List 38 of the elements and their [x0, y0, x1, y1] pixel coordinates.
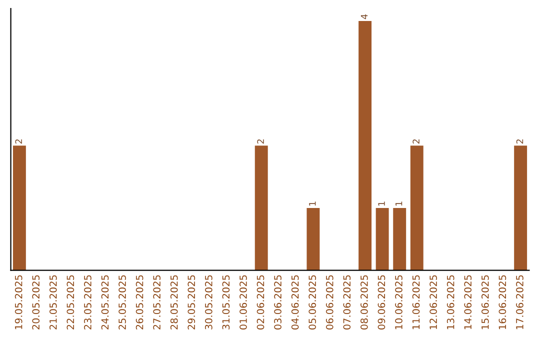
x-tick-label: 09.06.2025 — [378, 275, 386, 330]
x-tick-label: 19.05.2025 — [14, 275, 22, 330]
x-tick-label: 02.06.2025 — [256, 275, 264, 330]
x-tick-label: 16.06.2025 — [498, 275, 506, 330]
data-label: 1 — [309, 202, 316, 206]
x-tick-label: 21.05.2025 — [49, 275, 57, 330]
x-tick-label: 03.06.2025 — [274, 275, 282, 330]
x-tick-label: 01.06.2025 — [240, 275, 247, 330]
x-tick-label: 14.06.2025 — [464, 275, 472, 330]
x-tick-label: 08.06.2025 — [360, 275, 368, 330]
x-tick-label: 17.06.2025 — [516, 275, 524, 330]
data-label: 2 — [15, 139, 22, 144]
x-tick-label: 24.05.2025 — [101, 275, 109, 330]
x-tick-label: 25.05.2025 — [118, 275, 126, 330]
x-tick-label: 04.06.2025 — [291, 275, 299, 330]
x-tick-label: 31.05.2025 — [222, 275, 230, 330]
x-tick-label: 07.06.2025 — [343, 275, 351, 330]
x-tick-label: 12.06.2025 — [430, 275, 437, 330]
x-tick-label: 26.05.2025 — [136, 275, 144, 330]
data-label: 1 — [396, 202, 402, 206]
x-tick-label: 23.05.2025 — [84, 275, 92, 330]
data-label: 1 — [378, 202, 385, 206]
x-tick-label: 11.06.2025 — [412, 275, 420, 330]
data-label: 2 — [412, 139, 420, 144]
data-label: 2 — [257, 139, 264, 144]
x-tick-label: 20.05.2025 — [32, 275, 40, 330]
x-tick-label: 05.06.2025 — [308, 275, 316, 330]
x-tick-label: 29.05.2025 — [188, 275, 196, 330]
x-tick-label: 06.06.2025 — [326, 275, 334, 330]
x-tick-label: 30.05.2025 — [204, 275, 212, 330]
x-tick-label: 28.05.2025 — [170, 275, 178, 330]
data-label: 4 — [360, 14, 368, 20]
x-tick-label: 22.05.2025 — [66, 275, 74, 330]
x-tick-label: 27.05.2025 — [153, 275, 160, 330]
x-tick-label: 13.06.2025 — [446, 275, 454, 330]
data-label: 2 — [516, 139, 524, 144]
x-tick-label: 15.06.2025 — [481, 275, 489, 330]
x-tick-label: 10.06.2025 — [395, 275, 402, 330]
